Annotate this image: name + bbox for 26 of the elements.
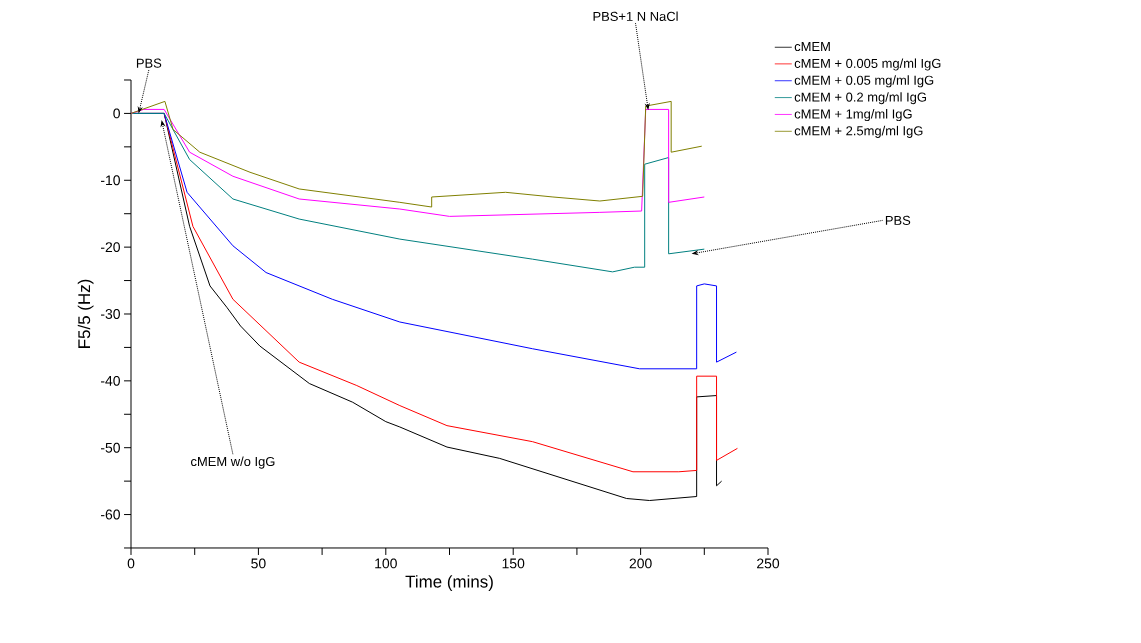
y-tick-label: -60 <box>100 509 120 520</box>
annotation: cMEM w/o IgG <box>191 456 275 469</box>
y-tick-label: -30 <box>100 309 120 319</box>
x-tick-label: 150 <box>502 558 525 569</box>
x-tick-label: 50 <box>251 558 266 569</box>
annotation: PBS <box>885 215 911 225</box>
annotation: PBS <box>136 58 162 68</box>
x-tick-label: 250 <box>757 558 780 569</box>
y-tick-label: -10 <box>100 175 120 186</box>
x-tick-label: 0 <box>127 558 135 569</box>
legend-label: cMEM <box>794 42 830 52</box>
y-axis-title: F5/5 (Hz) <box>77 279 94 348</box>
line-series <box>130 112 705 273</box>
legend-label: cMEM + 0.005 mg/ml IgG <box>794 58 941 71</box>
legend-label: cMEM + 1mg/ml IgG <box>794 109 912 122</box>
y-tick-label: -40 <box>100 375 120 386</box>
y-tick-label: -20 <box>100 242 120 253</box>
annotation: PBS+1 N NaCl <box>593 11 678 21</box>
x-tick-label: 100 <box>375 558 397 569</box>
legend-label: cMEM + 2.5mg/ml IgG <box>794 125 923 138</box>
x-axis-title: Time (mins) <box>405 575 493 591</box>
y-tick-label: 0 <box>113 108 120 119</box>
y-tick-label: -50 <box>100 442 120 453</box>
x-tick-label: 200 <box>629 558 652 569</box>
legend-label: cMEM + 0.05 mg/ml IgG <box>794 75 934 88</box>
legend-label: cMEM + 0.2 mg/ml IgG <box>794 92 926 105</box>
